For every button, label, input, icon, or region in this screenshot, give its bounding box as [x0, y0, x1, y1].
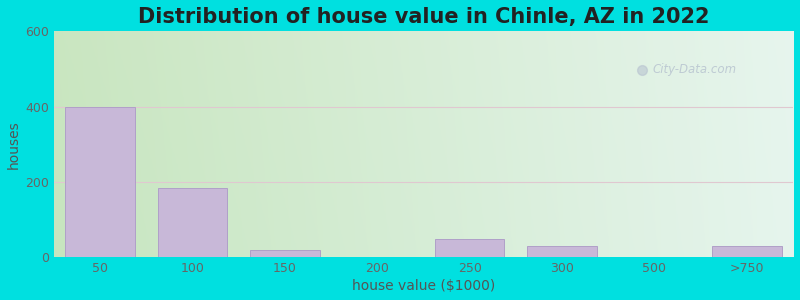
- Title: Distribution of house value in Chinle, AZ in 2022: Distribution of house value in Chinle, A…: [138, 7, 710, 27]
- Bar: [66, 106, 134, 257]
- Bar: [435, 239, 504, 257]
- X-axis label: house value ($1000): house value ($1000): [352, 279, 495, 293]
- Text: City-Data.com: City-Data.com: [653, 63, 737, 76]
- Bar: [527, 246, 597, 257]
- Y-axis label: houses: houses: [7, 120, 21, 169]
- Bar: [158, 188, 227, 257]
- Bar: [712, 246, 782, 257]
- Bar: [250, 250, 319, 257]
